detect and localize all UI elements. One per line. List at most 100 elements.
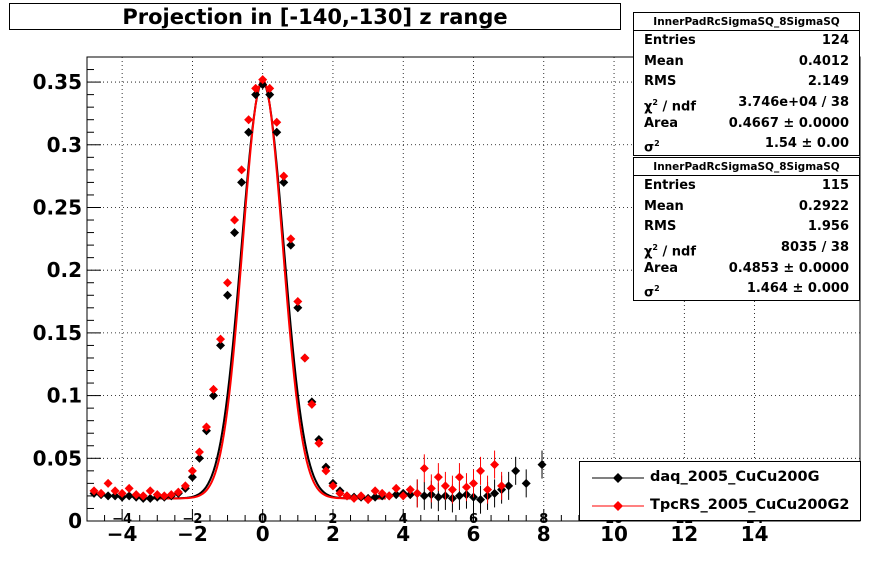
data-point	[504, 481, 514, 491]
data-markers	[89, 75, 547, 514]
data-point	[497, 481, 507, 491]
data-point	[483, 485, 493, 495]
data-point	[187, 466, 197, 476]
stats-area-row: Area 0.4667 ± 0.0000	[634, 114, 859, 135]
data-point	[159, 491, 169, 501]
data-point	[335, 488, 345, 498]
stats-box-name: InnerPadRcSigmaSQ_8SigmaSQ	[634, 158, 859, 176]
data-point	[230, 215, 240, 225]
data-point	[490, 460, 500, 470]
stats-area-value: 0.4853 ± 0.0000	[728, 260, 849, 276]
data-point	[521, 478, 531, 488]
data-point	[286, 234, 296, 244]
data-point	[110, 491, 120, 501]
data-point	[363, 495, 373, 505]
x-tick-label: 6	[467, 522, 481, 546]
data-point	[356, 491, 366, 501]
data-point	[272, 127, 282, 137]
stats-area-row: Area 0.4853 ± 0.0000	[634, 259, 859, 280]
data-point	[201, 422, 211, 432]
y-tick-label: 0.25	[33, 195, 82, 219]
legend: daq_2005_CuCu200G TpcRS_2005_CuCu200G2	[579, 461, 861, 521]
data-point	[537, 460, 547, 470]
data-point	[461, 482, 471, 492]
data-point	[194, 453, 204, 463]
data-point	[244, 127, 254, 137]
y-tick-label: 0.05	[33, 446, 82, 470]
legend-marker-daq	[592, 473, 644, 483]
x-tick-label-inner: −2	[182, 512, 202, 527]
fit-curve	[139, 80, 386, 500]
data-point	[433, 492, 443, 502]
x-tick-label-inner: 4	[399, 512, 408, 527]
data-point	[117, 488, 127, 498]
stats-box-name: InnerPadRcSigmaSQ_8SigmaSQ	[634, 13, 859, 31]
data-point	[223, 290, 233, 300]
data-point	[272, 117, 282, 127]
stats-chi2-label: χ2 / ndf	[644, 93, 696, 114]
stats-chi2-label: χ2 / ndf	[644, 238, 696, 259]
chart-title: Projection in [-140,-130] z range	[9, 3, 621, 30]
sigma-superscript: 2	[654, 139, 660, 149]
data-point	[103, 491, 113, 501]
x-tick-label-inner: 8	[539, 512, 548, 527]
data-point	[187, 472, 197, 482]
data-point	[412, 488, 422, 498]
stats-mean-row: Mean 0.2922	[634, 197, 859, 218]
data-point	[476, 466, 486, 476]
y-tick-label: 0	[68, 509, 82, 533]
y-tick-label: 0.2	[47, 258, 82, 282]
data-point	[138, 491, 148, 501]
data-point	[124, 483, 134, 493]
ndf-text: / ndf	[657, 244, 696, 260]
stats-entries-value: 115	[821, 178, 849, 193]
x-tick-label: 8	[537, 522, 551, 546]
data-point	[377, 488, 387, 498]
data-point	[208, 384, 218, 394]
data-point	[490, 488, 500, 498]
data-point	[131, 490, 141, 500]
data-point	[251, 83, 261, 93]
data-point	[223, 278, 233, 288]
stats-rms-value: 2.149	[807, 74, 849, 90]
stats-sigma2-row: σ2 1.464 ± 0.000	[634, 279, 859, 300]
data-point	[300, 353, 310, 363]
data-point	[173, 487, 183, 497]
stats-sigma2-label: σ2	[644, 134, 660, 155]
stats-area-value: 0.4667 ± 0.0000	[728, 115, 849, 131]
stats-box-daq: InnerPadRcSigmaSQ_8SigmaSQ Entries 124 Me…	[633, 12, 860, 156]
data-point	[103, 478, 113, 488]
x-tick-label: 14	[741, 522, 769, 546]
stats-mean-value: 0.4012	[798, 53, 849, 69]
data-point	[230, 228, 240, 238]
data-point	[258, 75, 268, 85]
axes: −4−202468101214−4−20246810121400.050.10.…	[33, 56, 861, 546]
stats-area-label: Area	[644, 260, 679, 276]
stats-box-tpcrs: InnerPadRcSigmaSQ_8SigmaSQ Entries 115 Me…	[633, 157, 860, 301]
data-point	[419, 463, 429, 473]
stats-rms-label: RMS	[644, 219, 677, 235]
data-point	[152, 490, 162, 500]
data-point	[426, 483, 436, 493]
data-point	[469, 478, 478, 488]
x-tick-label: 10	[600, 522, 628, 546]
stats-sigma2-label: σ2	[644, 279, 660, 300]
legend-label-daq: daq_2005_CuCu200G	[650, 469, 820, 485]
data-point	[321, 466, 331, 476]
data-point	[110, 486, 120, 496]
data-point	[447, 485, 457, 495]
sigma-symbol: σ	[644, 285, 655, 301]
data-point	[293, 297, 303, 307]
x-tick-label: 0	[256, 522, 270, 546]
y-tick-label: 0.3	[47, 133, 82, 157]
stats-area-label: Area	[644, 115, 679, 131]
data-point	[180, 481, 190, 491]
data-point	[511, 466, 521, 476]
x-tick-label: 4	[396, 522, 410, 546]
data-point	[342, 491, 352, 501]
data-point	[279, 171, 289, 181]
stats-entries-value: 124	[821, 33, 849, 48]
chi-superscript: 2	[652, 243, 658, 253]
data-point	[454, 472, 464, 482]
data-point	[258, 80, 268, 90]
